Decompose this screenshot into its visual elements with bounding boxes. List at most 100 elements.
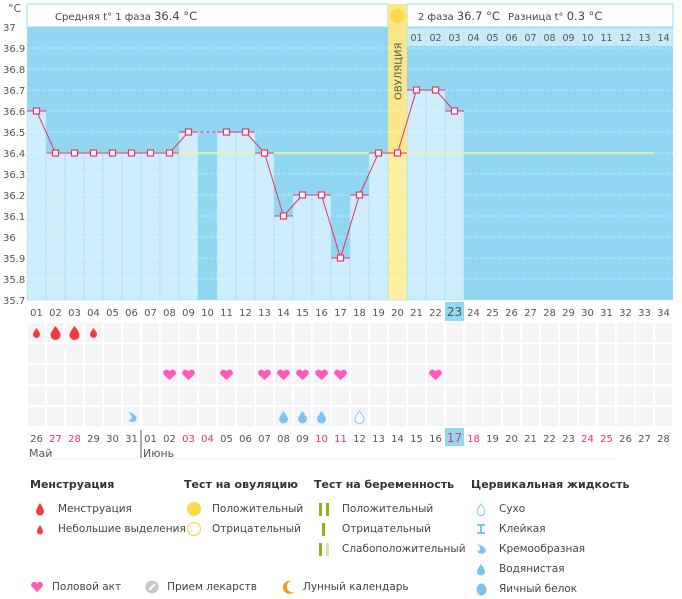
symbol-cell [522, 344, 539, 363]
legend-label: Небольшие выделения [58, 523, 186, 535]
calendar-date-label: 23 [562, 434, 575, 445]
temperature-point [241, 128, 250, 136]
y-tick-label: 36.5 [3, 128, 25, 139]
symbol-cell [636, 407, 653, 426]
temperature-point [127, 149, 136, 157]
symbol-cell [123, 386, 140, 405]
temperature-point [89, 149, 98, 157]
single-line-icon [314, 522, 334, 536]
symbol-cell [104, 365, 121, 384]
symbol-cell [123, 365, 140, 384]
cycle-day-label: 27 [524, 308, 537, 319]
cycle-day-label: 34 [657, 308, 670, 319]
calendar-date-label: 14 [391, 434, 404, 445]
cycle-day-label: 21 [410, 308, 423, 319]
faint-line-icon [314, 542, 334, 556]
symbol-cell [351, 386, 368, 405]
phase2-day-label: 08 [543, 33, 555, 44]
symbol-cell [389, 365, 406, 384]
symbol-cell [560, 386, 577, 405]
legend-menstruation: Менструация Менструация Небольшие выделе… [30, 478, 186, 539]
symbol-cell [541, 407, 558, 426]
symbol-cell [655, 407, 672, 426]
symbol-cell [256, 386, 273, 405]
symbol-cell [465, 407, 482, 426]
symbol-cell [294, 323, 311, 342]
symbol-cell [484, 365, 501, 384]
legend-item: Менструация [30, 499, 186, 519]
symbol-cell [142, 323, 159, 342]
calendar-date-label: 17 [447, 431, 462, 445]
symbol-cell [332, 323, 349, 342]
symbol-cell [180, 323, 197, 342]
legend-item: Положительный [314, 499, 466, 519]
symbol-cell [522, 386, 539, 405]
legend-title: Тест на беременность [314, 478, 455, 491]
watery-drop-icon [279, 411, 288, 424]
temperature-line [340, 194, 360, 259]
legend-item: Сухо [471, 499, 629, 519]
phase2-day-label: 07 [524, 33, 536, 44]
symbol-cell [199, 386, 216, 405]
temperature-bar [387, 152, 408, 301]
watery-drop-icon [317, 411, 326, 424]
symbol-cell [142, 365, 159, 384]
calendar-date-label: 29 [87, 434, 100, 445]
symbol-cell [617, 386, 634, 405]
cycle-day-label: 24 [467, 308, 480, 319]
symbol-cell [85, 365, 102, 384]
symbol-cell [598, 386, 615, 405]
symbol-cell [275, 386, 292, 405]
symbol-cell [655, 323, 672, 342]
symbol-cell [598, 323, 615, 342]
temperature-line [397, 89, 417, 154]
phase2-day-label: 04 [467, 33, 479, 44]
cycle-day-label: 09 [182, 308, 195, 319]
symbol-cell [47, 407, 64, 426]
heart-icon [296, 369, 309, 380]
symbol-cell [389, 344, 406, 363]
symbol-cell [161, 323, 178, 342]
temperature-bar [292, 194, 313, 301]
symbol-cell [522, 407, 539, 426]
cycle-day-label: 22 [429, 308, 442, 319]
symbol-cell [85, 344, 102, 363]
cycle-day-label: 04 [87, 308, 100, 319]
heart-icon [30, 581, 44, 593]
symbol-cell [351, 365, 368, 384]
legend-label: Прием лекарств [167, 581, 257, 593]
small-blood-drop-icon [33, 328, 40, 338]
temperature-point [450, 107, 459, 115]
dry-drop-icon [471, 502, 491, 516]
temperature-point [70, 149, 79, 157]
legend-label: Половой акт [52, 581, 122, 593]
symbol-cell [465, 365, 482, 384]
symbol-cell [598, 344, 615, 363]
temperature-point [184, 128, 193, 136]
calendar-date-label: 28 [657, 434, 670, 445]
blood-drop-icon [30, 502, 50, 516]
legend-bottom: Половой акт Прием лекарств Лунный календ… [30, 580, 409, 594]
cycle-day-label: 05 [106, 308, 119, 319]
phase2-day-label: 09 [562, 33, 574, 44]
cycle-day-label: 25 [486, 308, 499, 319]
ovulation-column [388, 4, 407, 153]
legend-title: Тест на овуляцию [184, 478, 298, 491]
phase2-day-label: 06 [505, 33, 517, 44]
legend-item: Лунный календарь [281, 580, 409, 594]
temperature-line [359, 152, 379, 196]
temperature-bar [26, 110, 47, 301]
symbol-cell [237, 386, 254, 405]
symbol-cell [617, 344, 634, 363]
symbol-cell [47, 344, 64, 363]
y-tick-label: 35.7 [3, 296, 25, 307]
legend-label: Положительный [342, 503, 434, 515]
calendar-date-label: 12 [353, 434, 366, 445]
symbol-cell [522, 323, 539, 342]
symbol-cell [123, 344, 140, 363]
cycle-day-label: 23 [447, 305, 462, 319]
phase2-day-label: 13 [638, 33, 650, 44]
symbol-cell [313, 323, 330, 342]
phase2-day-label: 11 [600, 33, 612, 44]
legend-item: Слабоположительный [314, 539, 466, 559]
